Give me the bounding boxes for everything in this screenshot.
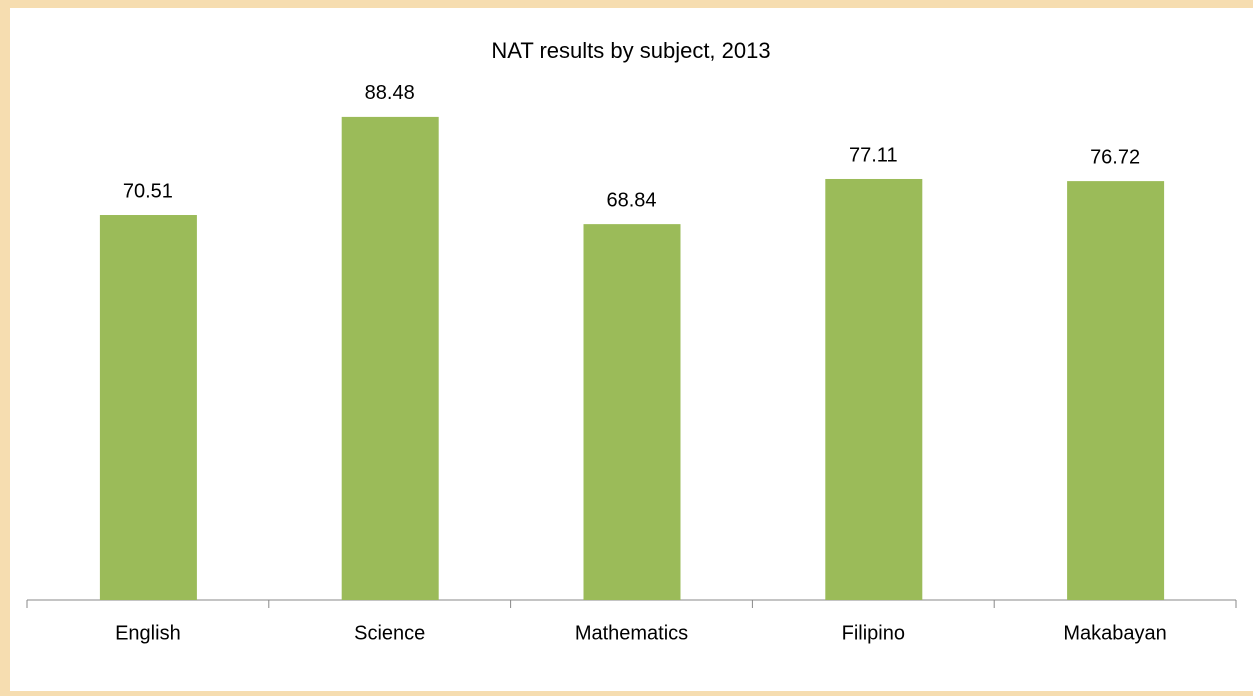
data-label: 77.11 — [849, 144, 898, 166]
x-tick-label: English — [115, 622, 181, 644]
bar — [99, 215, 197, 601]
bar — [825, 178, 923, 600]
bar — [1067, 181, 1165, 600]
chart-title: NAT results by subject, 2013 — [491, 38, 770, 63]
data-label: 76.72 — [1090, 146, 1140, 168]
data-label: 88.48 — [365, 82, 415, 104]
x-tick-label: Filipino — [842, 622, 905, 644]
x-tick-label: Science — [354, 622, 425, 644]
data-label: 70.51 — [123, 180, 173, 202]
bar — [583, 224, 681, 600]
data-label: 68.84 — [606, 189, 656, 211]
x-tick-label: Mathematics — [575, 622, 688, 644]
bar — [341, 116, 439, 600]
x-tick-label: Makabayan — [1063, 622, 1166, 644]
